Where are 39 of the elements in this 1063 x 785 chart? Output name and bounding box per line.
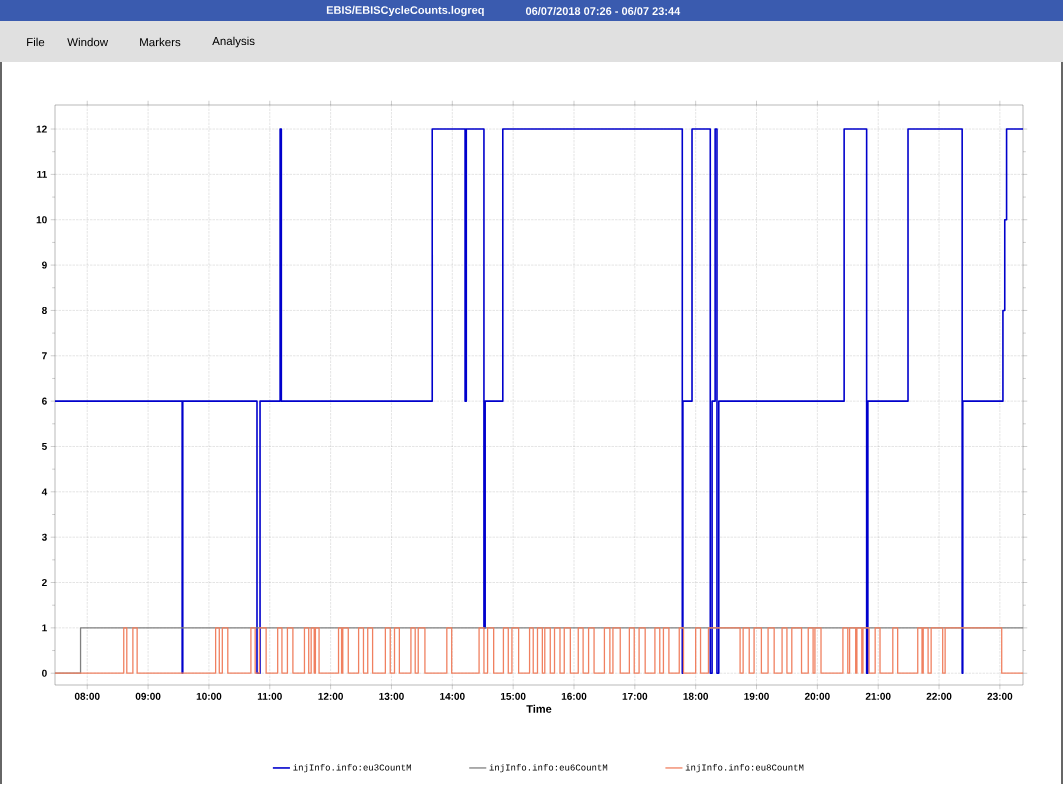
x-tick-label: 21:00 <box>865 692 891 700</box>
x-tick-label: 22:00 <box>926 692 952 700</box>
x-tick-label: 14:00 <box>440 692 465 700</box>
chart-subtitle: 06/07/2018 07:26 - 06/07 23:44 <box>525 6 681 16</box>
y-tick-label: 11 <box>37 170 47 178</box>
x-tick-label: 11:00 <box>257 692 282 700</box>
legend-label: injInfo.info:eu8CountM <box>685 763 804 773</box>
x-tick-label: 20:00 <box>804 692 830 700</box>
x-tick-label: 18:00 <box>683 692 709 700</box>
y-tick-label: 3 <box>41 533 47 541</box>
chart-title: EBIS/EBISCycleCounts.logreq <box>326 5 484 17</box>
y-tick-label: 10 <box>36 216 47 224</box>
y-tick-label: 4 <box>41 488 48 496</box>
x-tick-label: 17:00 <box>622 692 648 700</box>
x-tick-label: 09:00 <box>135 692 161 700</box>
x-tick-label: 15:00 <box>500 692 526 700</box>
y-tick-label: 12 <box>36 125 47 133</box>
y-tick-label: 6 <box>42 397 47 405</box>
legend-label: injInfo.info:eu6CountM <box>489 763 608 773</box>
y-tick-label: 5 <box>41 442 47 450</box>
y-tick-label: 8 <box>41 306 47 314</box>
text: File <box>27 37 45 47</box>
y-tick-label: 9 <box>41 261 47 269</box>
x-tick-label: 16:00 <box>561 692 587 700</box>
x-tick-label: 12:00 <box>318 692 343 700</box>
legend-label: injInfo.info:eu3CountM <box>293 763 411 773</box>
text: Window <box>67 37 109 47</box>
x-axis-title: Time <box>526 704 552 713</box>
y-tick-label: 0 <box>42 669 47 677</box>
x-tick-label: 19:00 <box>744 692 769 700</box>
y-tick-label: 2 <box>41 579 47 587</box>
y-tick-label: 1 <box>42 624 47 632</box>
x-tick-label: 10:00 <box>196 692 222 700</box>
x-tick-label: 13:00 <box>379 692 404 700</box>
text: Markers <box>140 37 181 47</box>
y-tick-label: 7 <box>42 352 47 360</box>
x-tick-label: 08:00 <box>74 692 100 700</box>
x-tick-label: 23:00 <box>987 692 1013 700</box>
text: Analysis <box>212 36 255 48</box>
